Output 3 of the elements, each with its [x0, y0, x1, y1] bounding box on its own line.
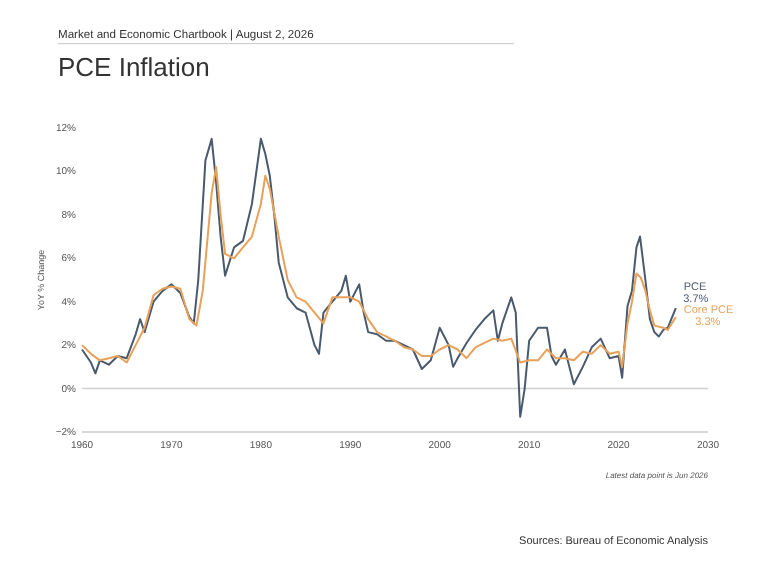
line-series [81, 166, 677, 368]
line-series [81, 137, 677, 418]
chart-title: PCE Inflation [58, 52, 210, 82]
